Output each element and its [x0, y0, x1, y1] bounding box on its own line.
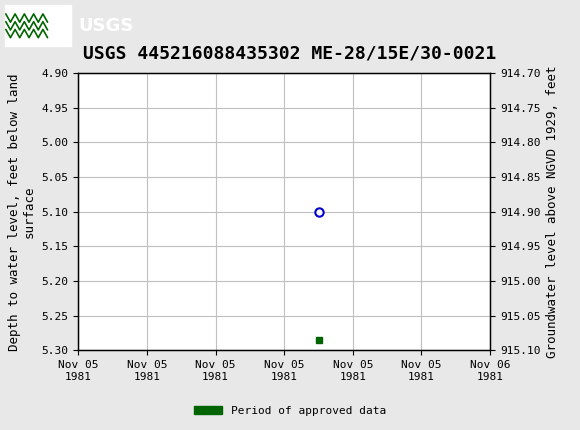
Y-axis label: Groundwater level above NGVD 1929, feet: Groundwater level above NGVD 1929, feet — [546, 65, 559, 358]
Text: USGS: USGS — [78, 17, 133, 35]
Y-axis label: Depth to water level, feet below land
surface: Depth to water level, feet below land su… — [8, 73, 36, 350]
Legend: Period of approved data: Period of approved data — [190, 401, 390, 420]
Text: USGS 445216088435302 ME-28/15E/30-0021: USGS 445216088435302 ME-28/15E/30-0021 — [84, 44, 496, 62]
FancyBboxPatch shape — [5, 5, 71, 46]
